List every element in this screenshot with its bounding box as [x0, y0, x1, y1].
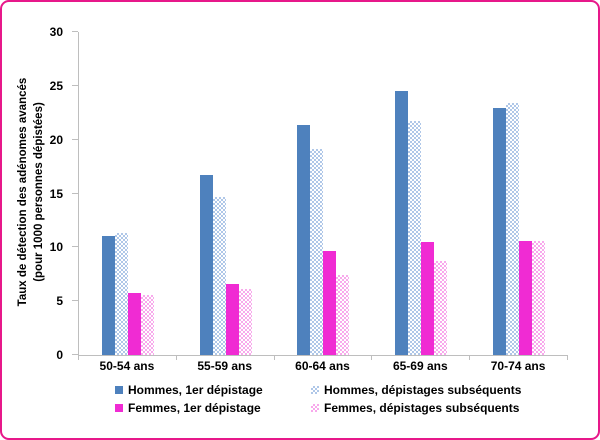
- y-tick-label-20: 20: [49, 132, 63, 147]
- y-tick-label-15: 15: [49, 186, 63, 201]
- legend-label-femmes-depistages-subsequents: Femmes, dépistages subséquents: [324, 401, 520, 415]
- bar-hommes-1er-depistage-60-64-ans: [297, 124, 311, 355]
- legend-label-hommes-1er-depistage: Hommes, 1er dépistage: [128, 383, 263, 397]
- legend-item-femmes-1er-depistage: Femmes, 1er dépistage: [115, 401, 311, 415]
- bar-femmes-depistages-subsequents-70-74-ans: [532, 240, 546, 355]
- x-tick-mark-2: [273, 356, 275, 360]
- legend-marker-femmes-1er-depistage: [115, 404, 123, 412]
- bar-group-65-69-ans: [372, 32, 470, 355]
- bar-hommes-depistages-subsequents-60-64-ans: [310, 149, 324, 355]
- bar-hommes-1er-depistage-55-59-ans: [199, 175, 213, 355]
- plot-area: [78, 32, 568, 360]
- bar-hommes-1er-depistage-70-74-ans: [493, 108, 507, 355]
- y-tick-label-0: 0: [56, 348, 63, 362]
- bar-hommes-1er-depistage-50-54-ans: [101, 235, 115, 355]
- y-tick-mark-5: [72, 300, 78, 302]
- y-tick-mark-25: [72, 84, 78, 86]
- legend-item-hommes-depistages-subsequents: Hommes, dépistages subséquents: [311, 383, 565, 397]
- x-tick-mark-4: [469, 356, 471, 360]
- legend-marker-hommes-depistages-subsequents: [311, 386, 319, 394]
- bar-groups: [79, 32, 568, 355]
- bar-femmes-depistages-subsequents-65-69-ans: [434, 261, 448, 355]
- legend: Hommes, 1er dépistage Hommes, dépistages …: [115, 383, 565, 415]
- y-tick-mark-15: [72, 192, 78, 194]
- bar-group-50-54-ans: [79, 32, 177, 355]
- x-axis-labels: 50-54 ans 55-59 ans 60-64 ans 65-69 ans 70-7…: [78, 359, 567, 373]
- bar-femmes-1er-depistage-60-64-ans: [323, 250, 337, 355]
- legend-marker-hommes-1er-depistage: [115, 386, 123, 394]
- y-tick-mark-10: [72, 246, 78, 248]
- bar-group-70-74-ans: [470, 32, 568, 355]
- bar-hommes-depistages-subsequents-70-74-ans: [506, 103, 520, 355]
- bar-femmes-1er-depistage-70-74-ans: [519, 240, 533, 355]
- y-axis-tick-labels: 0 5 10 15 20 25 30: [2, 25, 72, 362]
- y-tick-label-25: 25: [49, 78, 63, 93]
- x-label-50-54-ans: 50-54 ans: [99, 359, 155, 373]
- bar-femmes-1er-depistage-55-59-ans: [225, 283, 239, 355]
- legend-item-femmes-depistages-subsequents: Femmes, dépistages subséquents: [311, 401, 565, 415]
- x-label-55-59-ans: 55-59 ans: [197, 359, 253, 373]
- bar-hommes-depistages-subsequents-65-69-ans: [408, 121, 422, 355]
- y-tick-mark-20: [72, 138, 78, 140]
- y-tick-label-10: 10: [49, 240, 63, 255]
- bar-femmes-depistages-subsequents-60-64-ans: [336, 275, 350, 355]
- bar-hommes-depistages-subsequents-55-59-ans: [212, 196, 226, 355]
- bar-group-60-64-ans: [275, 32, 373, 355]
- bar-group-55-59-ans: [177, 32, 275, 355]
- bar-hommes-1er-depistage-65-69-ans: [395, 91, 409, 355]
- bar-femmes-1er-depistage-50-54-ans: [127, 292, 141, 355]
- bar-hommes-depistages-subsequents-50-54-ans: [114, 233, 128, 355]
- y-tick-label-5: 5: [56, 294, 63, 309]
- legend-label-femmes-1er-depistage: Femmes, 1er dépistage: [128, 401, 261, 415]
- x-label-65-69-ans: 65-69 ans: [392, 359, 448, 373]
- bar-femmes-depistages-subsequents-55-59-ans: [238, 289, 252, 355]
- legend-item-hommes-1er-depistage: Hommes, 1er dépistage: [115, 383, 311, 397]
- x-tick-mark-0: [78, 356, 79, 360]
- x-label-60-64-ans: 60-64 ans: [295, 359, 350, 373]
- legend-marker-femmes-depistages-subsequents: [311, 404, 319, 412]
- x-tick-mark-5: [567, 356, 568, 360]
- y-tick-mark-0: [72, 354, 78, 355]
- legend-label-hommes-depistages-subsequents: Hommes, dépistages subséquents: [324, 383, 522, 397]
- y-tick-mark-30: [72, 31, 78, 32]
- bar-femmes-depistages-subsequents-50-54-ans: [140, 294, 154, 355]
- x-tick-mark-3: [371, 356, 373, 360]
- x-label-70-74-ans: 70-74 ans: [490, 359, 546, 373]
- y-tick-label-30: 30: [49, 25, 63, 39]
- x-tick-mark-1: [175, 356, 177, 360]
- y-axis-tick-marks: [72, 31, 78, 355]
- bar-femmes-1er-depistage-65-69-ans: [421, 241, 435, 355]
